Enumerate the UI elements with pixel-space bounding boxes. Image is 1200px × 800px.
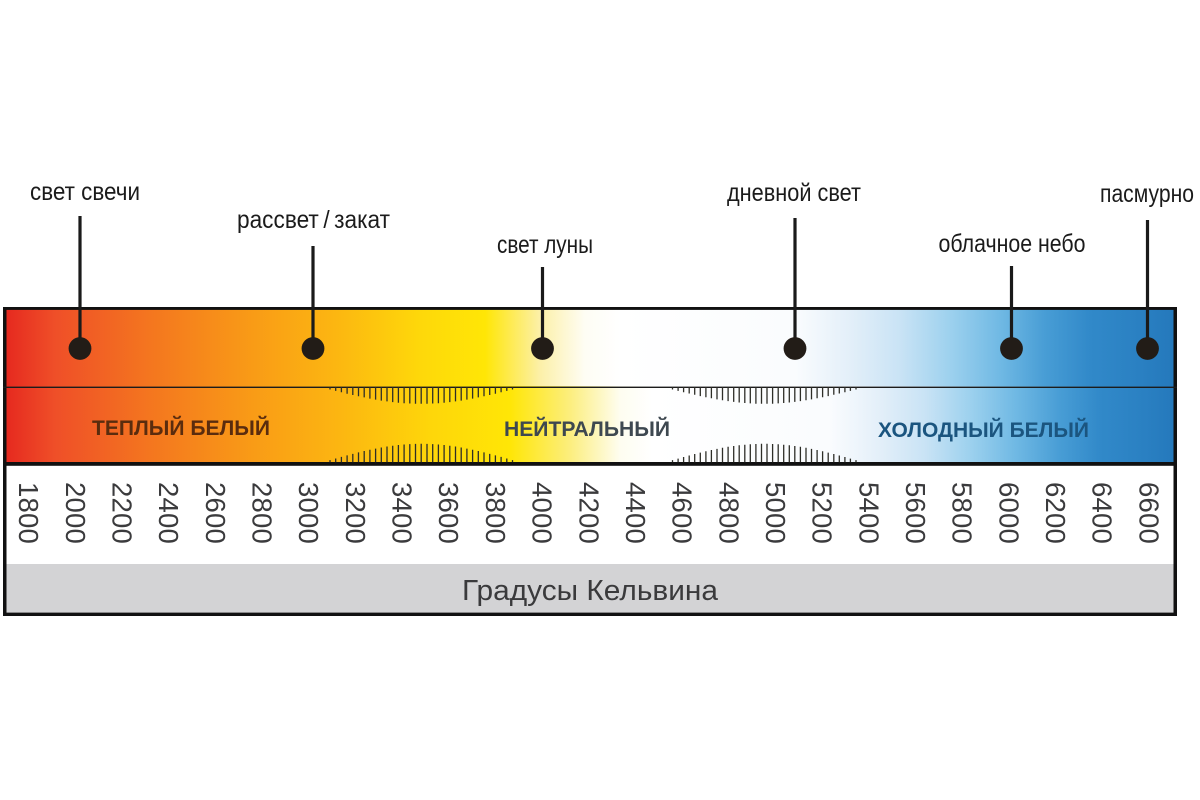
svg-text:4800: 4800 xyxy=(713,482,744,544)
svg-text:НЕЙТРАЛЬНЫЙ: НЕЙТРАЛЬНЫЙ xyxy=(504,416,670,441)
svg-text:6400: 6400 xyxy=(1087,482,1118,544)
svg-text:3200: 3200 xyxy=(340,482,371,544)
svg-text:3800: 3800 xyxy=(480,482,511,544)
svg-text:4200: 4200 xyxy=(573,482,604,544)
svg-text:2800: 2800 xyxy=(247,482,278,544)
svg-text:ТЕПЛЫЙ БЕЛЫЙ: ТЕПЛЫЙ БЕЛЫЙ xyxy=(92,415,270,440)
svg-text:2000: 2000 xyxy=(60,482,91,544)
svg-text:пасмурно: пасмурно xyxy=(1100,180,1194,208)
svg-text:2400: 2400 xyxy=(153,482,184,544)
svg-text:свет свечи: свет свечи xyxy=(30,178,140,206)
svg-text:2200: 2200 xyxy=(107,482,138,544)
svg-text:свет луны: свет луны xyxy=(497,231,593,259)
svg-text:облачное небо: облачное небо xyxy=(939,230,1086,258)
svg-text:4000: 4000 xyxy=(527,482,558,544)
svg-text:5000: 5000 xyxy=(760,482,791,544)
svg-text:3400: 3400 xyxy=(387,482,418,544)
svg-text:5400: 5400 xyxy=(853,482,884,544)
svg-text:4600: 4600 xyxy=(667,482,698,544)
svg-text:5200: 5200 xyxy=(807,482,838,544)
svg-text:6600: 6600 xyxy=(1133,482,1164,544)
svg-text:5800: 5800 xyxy=(947,482,978,544)
svg-text:2600: 2600 xyxy=(200,482,231,544)
svg-text:5600: 5600 xyxy=(900,482,931,544)
svg-text:6000: 6000 xyxy=(993,482,1024,544)
svg-text:Градусы Кельвина: Градусы Кельвина xyxy=(462,575,719,607)
svg-text:1800: 1800 xyxy=(13,482,44,544)
svg-text:рассвет / закат: рассвет / закат xyxy=(237,206,390,234)
svg-text:ХОЛОДНЫЙ БЕЛЫЙ: ХОЛОДНЫЙ БЕЛЫЙ xyxy=(878,417,1089,442)
svg-text:3000: 3000 xyxy=(293,482,324,544)
svg-text:6200: 6200 xyxy=(1040,482,1071,544)
svg-text:3600: 3600 xyxy=(433,482,464,544)
svg-text:4400: 4400 xyxy=(620,482,651,544)
svg-text:дневной свет: дневной свет xyxy=(727,179,861,207)
